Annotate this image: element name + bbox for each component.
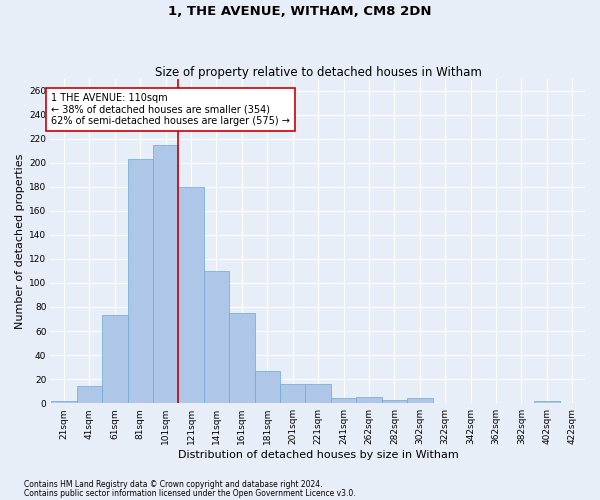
Title: Size of property relative to detached houses in Witham: Size of property relative to detached ho… [155,66,482,78]
Bar [51,401,77,403]
Bar [77,386,102,403]
Bar [280,384,305,403]
Bar [305,384,331,403]
Bar [407,398,433,403]
Bar [356,397,382,403]
Bar [178,186,204,403]
Bar [331,398,356,403]
Bar [153,144,178,403]
Bar [254,370,280,403]
Bar [382,400,407,403]
Bar [102,316,128,403]
Bar [229,313,254,403]
Text: Contains public sector information licensed under the Open Government Licence v3: Contains public sector information licen… [24,488,356,498]
X-axis label: Distribution of detached houses by size in Witham: Distribution of detached houses by size … [178,450,458,460]
Y-axis label: Number of detached properties: Number of detached properties [15,153,25,328]
Text: Contains HM Land Registry data © Crown copyright and database right 2024.: Contains HM Land Registry data © Crown c… [24,480,323,489]
Text: 1 THE AVENUE: 110sqm
← 38% of detached houses are smaller (354)
62% of semi-deta: 1 THE AVENUE: 110sqm ← 38% of detached h… [51,93,290,126]
Text: 1, THE AVENUE, WITHAM, CM8 2DN: 1, THE AVENUE, WITHAM, CM8 2DN [168,5,432,18]
Bar [204,271,229,403]
Bar [534,401,560,403]
Bar [128,159,153,403]
